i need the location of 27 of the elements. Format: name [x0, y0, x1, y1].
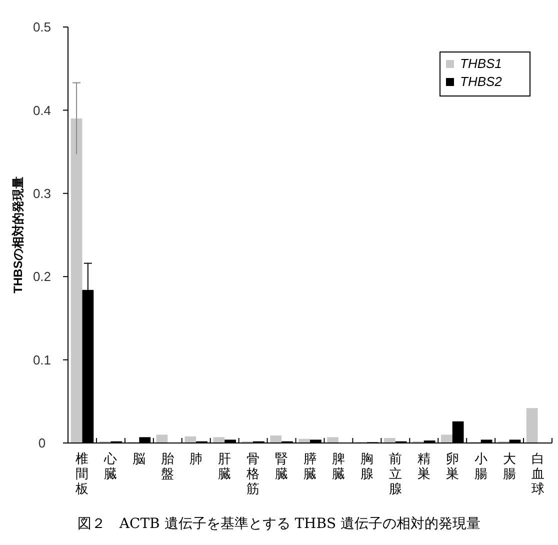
y-tick-label: 0.4 — [32, 102, 52, 118]
x-tick-label: 卵巣 — [446, 452, 459, 482]
y-tick-label: 0.1 — [32, 352, 52, 368]
x-tick-label: 骨格筋 — [246, 452, 260, 497]
x-tick-label: 肺 — [190, 452, 203, 467]
y-tick-label: 0 — [38, 436, 46, 451]
x-tick-label: 肝臓 — [218, 452, 232, 482]
x-tick-label: 大腸 — [502, 452, 516, 482]
x-tick-label: 精巣 — [417, 452, 430, 482]
x-tick-label: 脾臓 — [332, 452, 345, 482]
y-axis-title: THBSの相対的発現量 — [11, 176, 25, 294]
x-tick-label: 胎盤 — [161, 452, 174, 482]
legend-label: THBS1 — [460, 56, 502, 71]
x-tick-label: 小腸 — [474, 452, 488, 482]
x-tick-label: 椎間板 — [74, 452, 89, 497]
x-tick-label: 前立腺 — [388, 452, 402, 497]
x-tick-label: 白血球 — [531, 452, 544, 497]
x-tick-label: 胸腺 — [360, 452, 374, 482]
caption: 図２ ACTB 遺伝子を基準とする THBS 遺伝子の相対的発現量 — [77, 516, 481, 532]
x-tick-label: 腎臓 — [275, 452, 288, 482]
x-tick-label: 脳 — [132, 452, 146, 467]
x-tick-label: 膵臓 — [304, 452, 316, 482]
x-tick-label: 心臓 — [103, 451, 118, 482]
y-tick-label: 0.3 — [32, 186, 52, 201]
legend-label: THBS2 — [460, 74, 503, 89]
y-tick-label: 0.5 — [32, 20, 52, 35]
y-tick-label: 0.2 — [32, 269, 52, 284]
